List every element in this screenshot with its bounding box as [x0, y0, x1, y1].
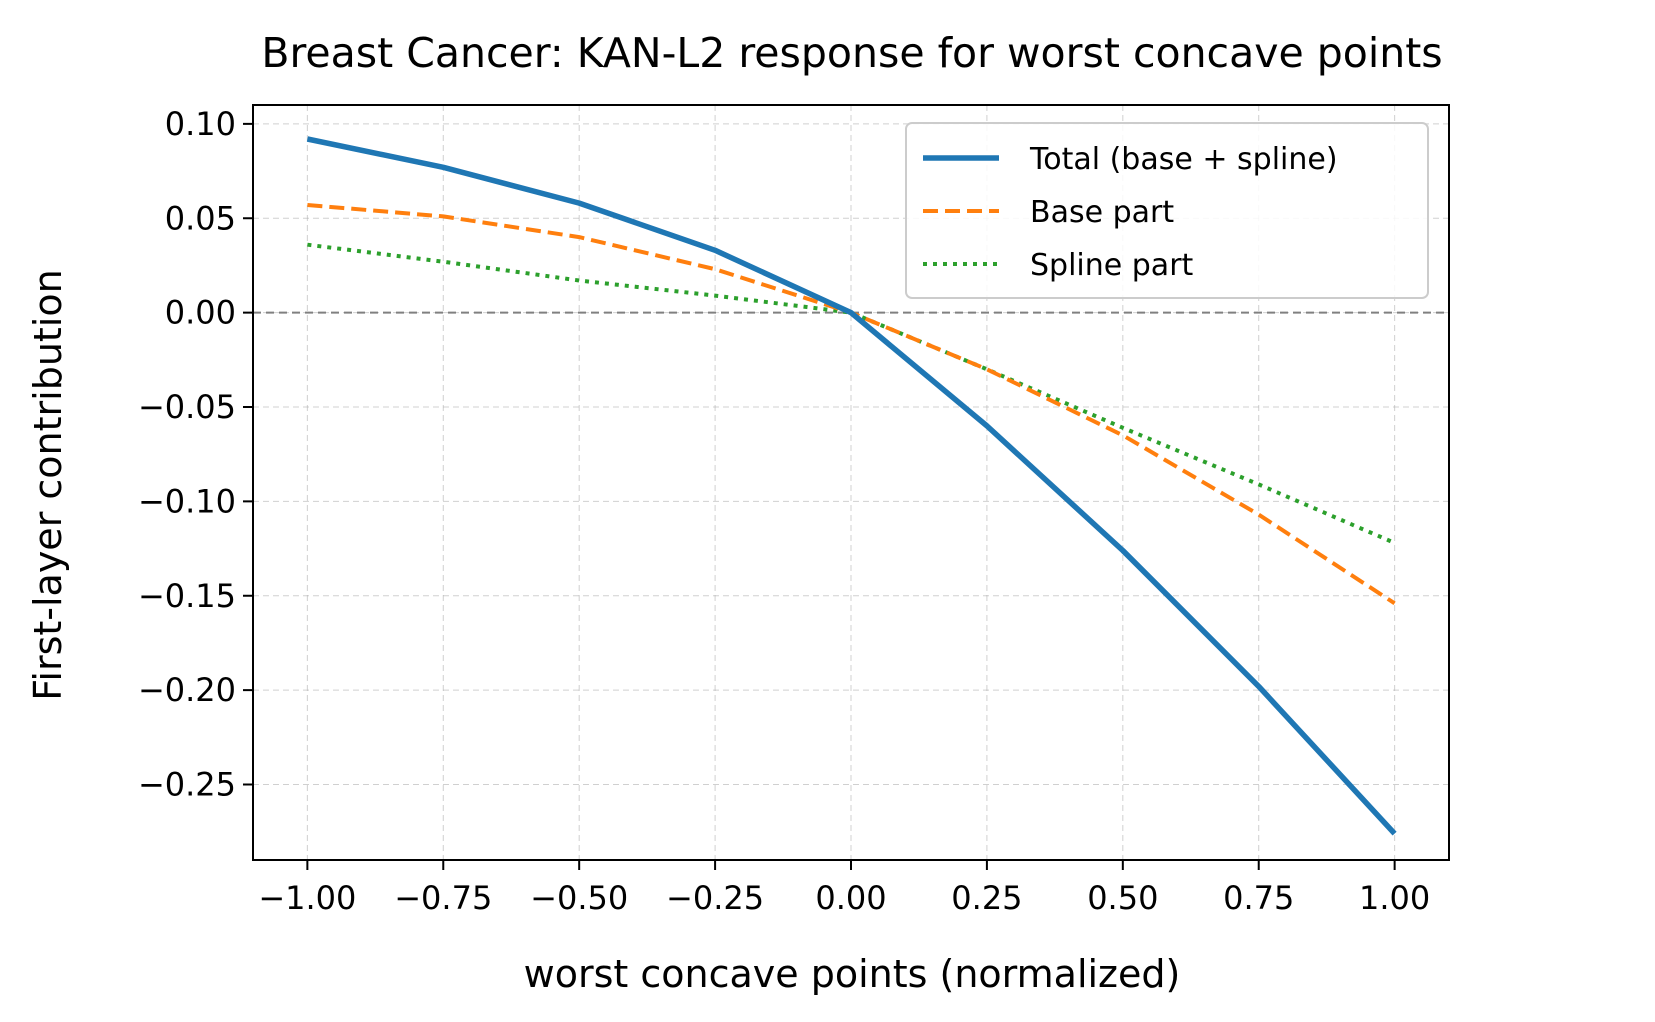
x-tick-label: 0.75	[1223, 879, 1294, 917]
x-tick-label: 0.50	[1087, 879, 1158, 917]
x-tick-label: −0.75	[394, 879, 492, 917]
legend-entries: Total (base + spline) Base part Spline par…	[923, 142, 1338, 283]
series-line-spline-part	[307, 242, 1396, 545]
x-axis: −1.00 −0.75 −0.50 −0.25 0.00 0.25 0.50 0.75 1.00	[258, 860, 1430, 917]
x-tick-label: −0.50	[530, 879, 628, 917]
y-tick-label: −0.25	[138, 766, 236, 804]
series-group	[306, 136, 1397, 836]
y-tick-label: −0.10	[138, 482, 236, 520]
y-axis: 0.10 0.05 0.00 −0.05 −0.10 −0.15 −0.20 −0.25	[138, 105, 253, 804]
legend-label: Base part	[1030, 195, 1174, 230]
x-tick-label: −0.25	[666, 879, 764, 917]
chart-title: Breast Cancer: KAN-L2 response for worst…	[261, 29, 1442, 77]
y-tick-label: 0.10	[165, 105, 236, 143]
x-axis-title: worst concave points (normalized)	[524, 952, 1181, 996]
y-tick-label: −0.05	[138, 388, 236, 426]
y-tick-label: 0.00	[165, 294, 236, 332]
legend-box	[905, 122, 1429, 299]
x-tick-label: 0.00	[815, 879, 886, 917]
x-tick-label: −1.00	[258, 879, 356, 917]
y-tick-label: −0.15	[138, 577, 236, 615]
series-line-total-base-spline	[306, 136, 1397, 836]
legend-label: Total (base + spline)	[1029, 142, 1338, 177]
y-tick-label: −0.20	[138, 671, 236, 709]
y-tick-label: 0.05	[165, 199, 236, 237]
legend: Total (base + spline) Base part Spline par…	[905, 122, 1429, 299]
x-tick-label: 1.00	[1359, 879, 1430, 917]
x-tick-label: 0.25	[951, 879, 1022, 917]
y-axis-title: First-layer contribution	[26, 269, 70, 700]
legend-label: Spline part	[1030, 248, 1194, 283]
